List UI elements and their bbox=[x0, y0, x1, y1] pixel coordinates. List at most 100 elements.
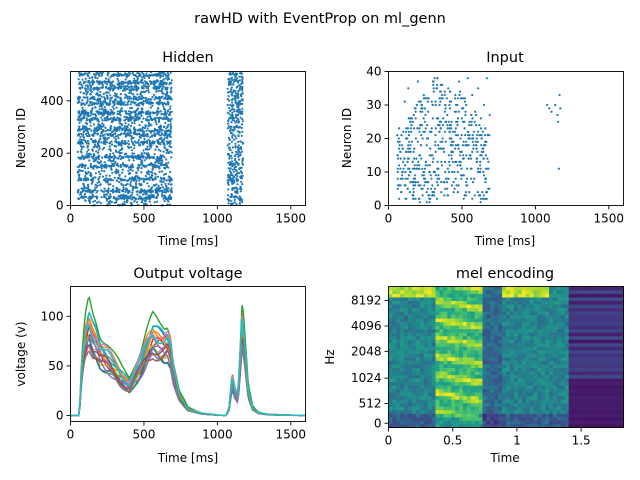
spike-point bbox=[80, 195, 83, 198]
spike-point bbox=[432, 87, 435, 90]
heatmap-cell bbox=[447, 314, 452, 319]
spike-point bbox=[91, 83, 94, 86]
heatmap-cell bbox=[509, 335, 515, 340]
heatmap-cell bbox=[396, 406, 401, 411]
spike-point bbox=[150, 174, 154, 177]
heatmap-cell bbox=[506, 290, 511, 294]
spike-point bbox=[166, 94, 169, 97]
heatmap-cell bbox=[435, 392, 440, 397]
spike-point bbox=[169, 142, 172, 145]
heatmap-cell bbox=[509, 314, 515, 319]
heatmap-cell bbox=[396, 409, 401, 414]
heatmap-cell bbox=[400, 325, 405, 330]
heatmap-cell bbox=[509, 300, 515, 305]
spike-point bbox=[150, 117, 153, 120]
heatmap-cell bbox=[486, 335, 491, 340]
heatmap-cell bbox=[466, 307, 472, 312]
spike-point bbox=[459, 174, 463, 177]
spike-point bbox=[240, 123, 243, 126]
spike-point bbox=[123, 129, 126, 132]
heatmap-cell bbox=[439, 364, 444, 368]
heatmap-cell bbox=[396, 311, 401, 316]
heatmap-cell bbox=[388, 290, 393, 294]
heatmap-cell bbox=[443, 371, 448, 376]
spike-point bbox=[422, 174, 425, 177]
spike-point bbox=[99, 90, 102, 93]
heatmap-cell bbox=[455, 399, 460, 404]
spike-point bbox=[117, 137, 120, 140]
spike-point bbox=[122, 188, 125, 191]
heatmap-cell bbox=[408, 297, 413, 301]
spike-point bbox=[228, 170, 231, 173]
spike-point bbox=[86, 88, 90, 91]
heatmap-cell bbox=[509, 409, 515, 414]
spike-point bbox=[239, 153, 242, 156]
heatmap-cell bbox=[447, 395, 452, 400]
heatmap-cell bbox=[388, 286, 393, 291]
heatmap-cell bbox=[388, 293, 393, 298]
spike-point bbox=[83, 195, 86, 198]
spike-point bbox=[234, 90, 237, 93]
spike-point bbox=[110, 74, 113, 77]
spike-point bbox=[83, 193, 86, 196]
heatmap-cell bbox=[451, 297, 456, 301]
heatmap-cell bbox=[478, 314, 483, 319]
spike-point bbox=[231, 151, 234, 154]
spike-point bbox=[155, 160, 158, 163]
heatmap-cell bbox=[392, 402, 397, 407]
heatmap-cell bbox=[509, 392, 515, 397]
heatmap-cell bbox=[408, 416, 413, 421]
spike-point bbox=[449, 100, 453, 103]
heatmap-cell bbox=[392, 385, 397, 390]
spike-point bbox=[153, 153, 156, 156]
spike-point bbox=[422, 177, 426, 180]
spike-point bbox=[140, 196, 143, 199]
spike-point bbox=[452, 191, 455, 194]
spike-point bbox=[237, 93, 240, 96]
heatmap-cell bbox=[466, 378, 472, 383]
heatmap-cell bbox=[470, 335, 476, 340]
spike-point bbox=[470, 167, 473, 170]
spike-point bbox=[404, 177, 407, 180]
spike-point bbox=[77, 170, 80, 173]
heatmap-cell bbox=[513, 374, 519, 379]
heatmap-cell bbox=[502, 311, 507, 316]
spike-point bbox=[143, 159, 146, 162]
heatmap-cell bbox=[427, 406, 432, 411]
spike-point bbox=[130, 134, 133, 137]
heatmap-cell bbox=[408, 290, 413, 294]
spike-point bbox=[157, 148, 160, 151]
heatmap-cell bbox=[392, 286, 397, 291]
heatmap-cell bbox=[423, 388, 429, 393]
heatmap-cell bbox=[427, 423, 432, 428]
spike-point bbox=[463, 97, 467, 100]
heatmap-cell bbox=[439, 374, 444, 379]
spike-point bbox=[424, 113, 427, 117]
heatmap-cell bbox=[494, 293, 499, 298]
spike-point bbox=[482, 103, 486, 107]
spike-point bbox=[424, 181, 427, 184]
spike-point bbox=[473, 177, 476, 180]
spike-point bbox=[131, 169, 134, 172]
spike-point bbox=[169, 127, 172, 130]
spike-point bbox=[159, 157, 162, 160]
spike-point bbox=[237, 148, 240, 151]
spike-point bbox=[437, 174, 440, 177]
heatmap-cell bbox=[513, 392, 519, 397]
spike-point bbox=[406, 177, 409, 180]
spike-point bbox=[90, 129, 93, 132]
heatmap-cell bbox=[415, 300, 421, 305]
heatmap-cell bbox=[443, 360, 448, 365]
heatmap-cell bbox=[502, 413, 507, 418]
spike-point bbox=[141, 129, 144, 132]
spike-point bbox=[106, 74, 109, 77]
heatmap-cell bbox=[415, 364, 421, 368]
spike-point bbox=[152, 112, 155, 115]
heatmap-cell bbox=[412, 420, 417, 425]
spike-point bbox=[109, 102, 112, 105]
heatmap-cell bbox=[447, 349, 452, 354]
heatmap-cell bbox=[486, 385, 491, 390]
heatmap-cell bbox=[415, 357, 421, 361]
spike-point bbox=[78, 119, 81, 122]
